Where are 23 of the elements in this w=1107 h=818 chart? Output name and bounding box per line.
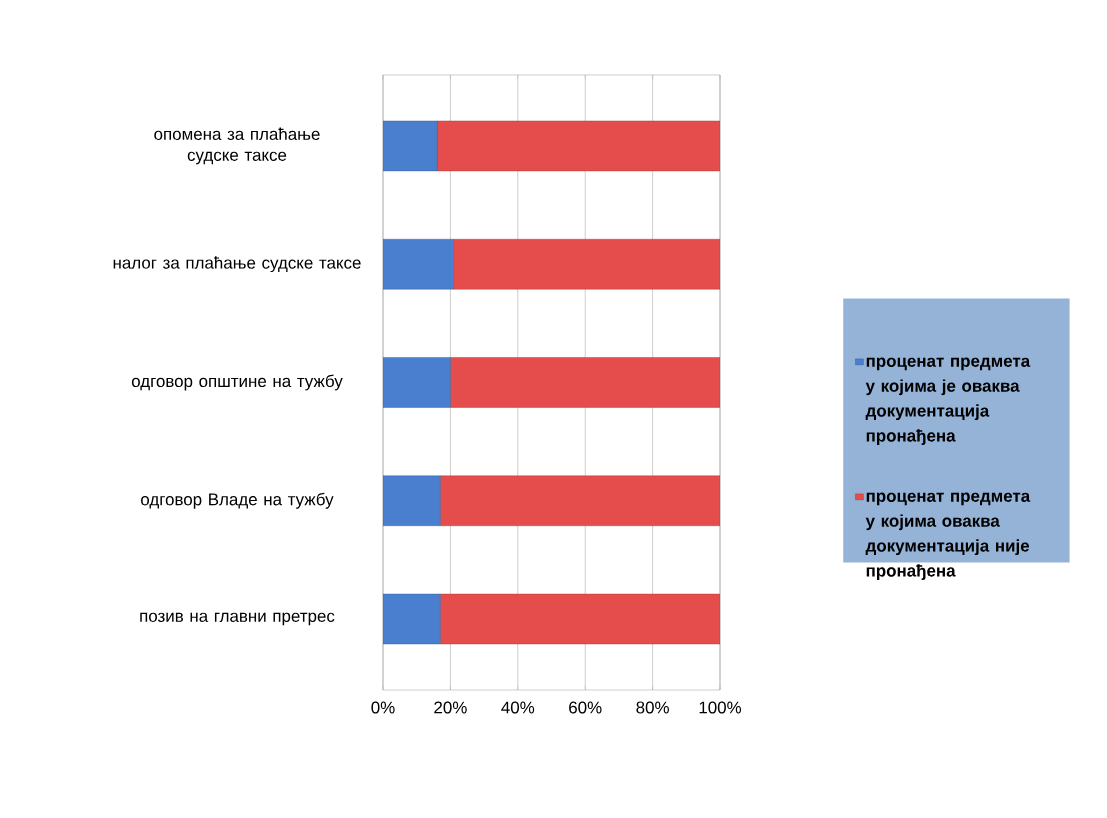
bar bbox=[383, 593, 441, 645]
bar bbox=[450, 357, 721, 408]
bar bbox=[383, 239, 454, 290]
bar bbox=[440, 593, 721, 645]
legend-label: проценат предмета у којима је оваква документација пронађена bbox=[865, 357, 1031, 445]
x-tick-label: 40% bbox=[501, 701, 535, 714]
bar bbox=[453, 239, 721, 290]
bar bbox=[436, 120, 721, 172]
y-tick-label: одговор општине на тужбу bbox=[131, 374, 343, 391]
x-tick-label: 20% bbox=[434, 701, 467, 714]
bar bbox=[383, 475, 441, 526]
x-tick-label: 0% bbox=[371, 701, 395, 714]
x-tick-label: 100% bbox=[699, 701, 742, 714]
y-tick-label: опомена за плаћање судске таксе bbox=[154, 127, 320, 165]
y-tick-label: позив на главни претрес bbox=[140, 612, 335, 626]
y-tick-label: налог за плаћање судске таксе bbox=[113, 256, 361, 273]
legend-label: проценат предмета у којима оваква документација није пронађена bbox=[865, 492, 1031, 580]
y-tick-label: одговор Владе на тужбу bbox=[141, 492, 334, 509]
bar bbox=[383, 120, 438, 172]
bar bbox=[440, 475, 721, 526]
x-tick-label: 80% bbox=[636, 701, 669, 714]
x-tick-label: 60% bbox=[569, 701, 602, 714]
bar bbox=[383, 357, 451, 408]
